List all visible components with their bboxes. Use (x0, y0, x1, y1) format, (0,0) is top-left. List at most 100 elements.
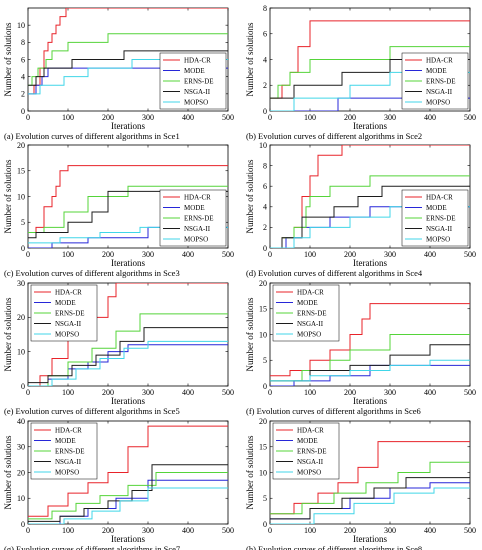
panel-caption: (e) Evolution curves of different algori… (4, 406, 180, 416)
legend-entry: HDA-CR (297, 427, 324, 435)
y-tick-label: 20 (17, 468, 25, 477)
panel-caption: (d) Evolution curves of different algori… (246, 268, 423, 278)
legend-entry: MODE (184, 67, 205, 75)
x-tick-label: 200 (344, 113, 356, 122)
x-tick-label: 200 (102, 250, 114, 259)
y-tick-label: 0 (21, 382, 25, 391)
x-axis-label: Iterations (111, 258, 145, 268)
x-tick-label: 500 (222, 250, 234, 259)
x-tick-label: 500 (222, 113, 234, 122)
y-tick-label: 10 (259, 330, 267, 339)
x-tick-label: 100 (304, 388, 316, 397)
y-tick-label: 0 (263, 520, 267, 529)
legend-entry: HDA-CR (184, 57, 211, 65)
series-group (28, 8, 228, 95)
legend: HDA-CR MODE ERNS-DE NSGA-II MOPSO (159, 189, 227, 247)
y-axis-label: Number of solutions (3, 159, 13, 233)
series-line-mode (270, 364, 470, 386)
x-tick-label: 500 (464, 388, 476, 397)
x-tick-label: 100 (304, 250, 316, 259)
y-tick-label: 4 (263, 203, 267, 212)
x-tick-label: 200 (102, 388, 114, 397)
series-group (28, 165, 228, 248)
legend-entry: MOPSO (426, 99, 450, 107)
legend: HDA-CR MODE ERNS-DE NSGA-II MOPSO (159, 52, 227, 110)
legend-entry: ERNS-DE (426, 78, 456, 86)
series-line-nsga-ii (28, 190, 228, 239)
legend-entry: NSGA-II (55, 320, 82, 328)
legend-entry: MODE (426, 204, 447, 212)
legend-entry: MOPSO (55, 331, 79, 339)
x-tick-label: 0 (26, 250, 30, 259)
series-group (28, 283, 228, 386)
legend: HDA-CR MODE ERNS-DE NSGA-II MOPSO (401, 189, 469, 247)
series-group (270, 441, 470, 524)
y-tick-label: 20 (17, 313, 25, 322)
chart-panel-3: 0 100 200 300 400 500 0 5 10 15 20 Iterations Number… (3, 141, 234, 278)
legend: HDA-CR MODE ERNS-DE NSGA-II MOPSO (30, 422, 98, 480)
legend-entry: MOPSO (297, 331, 321, 339)
y-tick-label: 8 (263, 161, 267, 170)
legend: HDA-CR MODE ERNS-DE NSGA-II MOPSO (401, 52, 469, 110)
y-tick-label: 8 (263, 4, 267, 13)
chart-panel-1: 0 100 200 300 400 500 0 2 4 6 8 10 Iterations Number … (3, 7, 234, 141)
x-tick-label: 400 (182, 250, 194, 259)
legend-entry: NSGA-II (184, 225, 211, 233)
x-axis-label: Iterations (353, 396, 387, 406)
panel-caption: (h) Evolution curves of different algori… (246, 544, 422, 550)
y-tick-label: 10 (17, 494, 25, 503)
series-line-erns-de (270, 334, 470, 382)
x-tick-label: 200 (102, 526, 114, 535)
x-tick-label: 300 (384, 113, 396, 122)
y-tick-label: 6 (263, 182, 267, 191)
x-tick-label: 400 (424, 113, 436, 122)
x-axis-label: Iterations (353, 258, 387, 268)
x-tick-label: 200 (344, 250, 356, 259)
x-tick-label: 400 (424, 526, 436, 535)
x-tick-label: 0 (26, 526, 30, 535)
y-tick-label: 5 (263, 494, 267, 503)
y-tick-label: 4 (21, 72, 25, 81)
x-tick-label: 500 (464, 526, 476, 535)
x-tick-label: 300 (384, 388, 396, 397)
series-line-nsga-ii (270, 477, 470, 520)
y-tick-label: 0 (21, 244, 25, 253)
x-axis-label: Iterations (111, 396, 145, 406)
x-axis-label: Iterations (353, 121, 387, 131)
legend-entry: HDA-CR (184, 194, 211, 202)
y-tick-label: 2 (263, 223, 267, 232)
legend-entry: NSGA-II (184, 88, 211, 96)
y-tick-label: 0 (263, 382, 267, 391)
legend-entry: MOPSO (184, 236, 208, 244)
x-tick-label: 500 (464, 250, 476, 259)
chart-panel-5: 0 100 200 300 400 500 0 10 20 30 Iterations Number … (3, 279, 234, 416)
series-line-mode (28, 344, 228, 386)
x-tick-label: 200 (102, 113, 114, 122)
y-tick-label: 2 (263, 81, 267, 90)
y-tick-label: 10 (259, 468, 267, 477)
y-tick-label: 20 (259, 279, 267, 288)
panel-caption: (b) Evolution curves of different algori… (246, 131, 422, 141)
series-line-hda-cr (28, 425, 228, 517)
x-tick-label: 300 (384, 250, 396, 259)
series-line-mopso (270, 71, 470, 111)
series-line-mopso (270, 487, 470, 524)
x-tick-label: 500 (464, 113, 476, 122)
panel-caption: (c) Evolution curves of different algori… (4, 268, 180, 278)
y-tick-label: 15 (259, 443, 267, 452)
legend-entry: MOPSO (297, 469, 321, 477)
chart-panel-4: 0 100 200 300 400 500 0 2 4 6 8 10 Iterations Number … (245, 141, 476, 278)
legend-entry: HDA-CR (426, 194, 453, 202)
x-tick-label: 400 (182, 388, 194, 397)
series-line-hda-cr (28, 165, 228, 234)
legend-entry: NSGA-II (297, 320, 324, 328)
series-line-erns-de (28, 33, 228, 86)
legend: HDA-CR MODE ERNS-DE NSGA-II MOPSO (272, 422, 340, 480)
legend: HDA-CR MODE ERNS-DE NSGA-II MOPSO (272, 284, 340, 342)
y-tick-label: 8 (21, 38, 25, 47)
legend-entry: ERNS-DE (55, 310, 85, 318)
legend-entry: ERNS-DE (297, 448, 327, 456)
x-tick-label: 200 (344, 388, 356, 397)
series-line-nsga-ii (28, 327, 228, 384)
